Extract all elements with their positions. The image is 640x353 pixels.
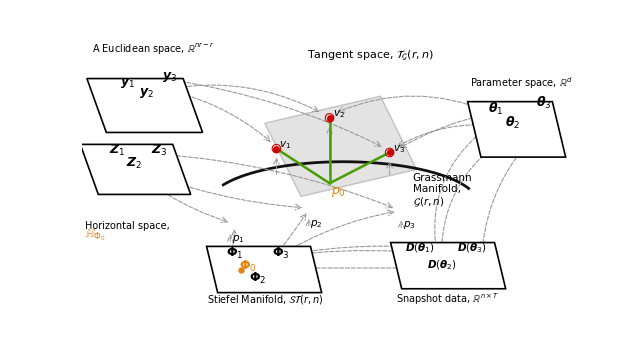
Text: $\boldsymbol{\theta}_3$: $\boldsymbol{\theta}_3$ <box>536 95 552 111</box>
Polygon shape <box>265 96 417 196</box>
Polygon shape <box>80 144 191 195</box>
Text: $\boldsymbol{Z}_2$: $\boldsymbol{Z}_2$ <box>126 156 142 171</box>
Text: $\boldsymbol{y}_3$: $\boldsymbol{y}_3$ <box>163 70 177 84</box>
Text: $\boldsymbol{\Phi}_1$: $\boldsymbol{\Phi}_1$ <box>227 246 244 261</box>
Text: $\boldsymbol{y}_2$: $\boldsymbol{y}_2$ <box>140 86 154 100</box>
Text: Grassmann
Manifold,
$\mathcal{G}(r,n)$: Grassmann Manifold, $\mathcal{G}(r,n)$ <box>413 173 472 209</box>
Polygon shape <box>87 79 203 132</box>
Text: $v_3$: $v_3$ <box>393 143 405 155</box>
Text: $\boldsymbol{D}(\boldsymbol{\theta}_1)$: $\boldsymbol{D}(\boldsymbol{\theta}_1)$ <box>405 241 435 255</box>
Polygon shape <box>390 243 506 289</box>
Text: Tangent space, $\mathcal{T}_{\mathcal{G}}(r, n)$: Tangent space, $\mathcal{T}_{\mathcal{G}… <box>307 48 434 62</box>
Text: $p_3$: $p_3$ <box>403 219 415 231</box>
Text: $p_2$: $p_2$ <box>310 217 323 229</box>
Text: $\boldsymbol{Z}_3$: $\boldsymbol{Z}_3$ <box>151 143 167 158</box>
Text: Snapshot data, $\mathbb{R}^{n\times T}$: Snapshot data, $\mathbb{R}^{n\times T}$ <box>396 291 499 307</box>
Polygon shape <box>207 246 322 293</box>
Text: $\boldsymbol{y}_1$: $\boldsymbol{y}_1$ <box>120 76 135 90</box>
Text: Stiefel Manifold, $\mathcal{ST}(r, n)$: Stiefel Manifold, $\mathcal{ST}(r, n)$ <box>207 293 324 306</box>
Text: $p_1$: $p_1$ <box>232 233 244 245</box>
Text: $\boldsymbol{D}(\boldsymbol{\theta}_3)$: $\boldsymbol{D}(\boldsymbol{\theta}_3)$ <box>456 241 486 255</box>
Text: $\boldsymbol{D}(\boldsymbol{\theta}_2)$: $\boldsymbol{D}(\boldsymbol{\theta}_2)$ <box>427 258 456 272</box>
Text: $\boldsymbol{\theta}_1$: $\boldsymbol{\theta}_1$ <box>488 101 504 117</box>
Text: $v_1$: $v_1$ <box>280 139 292 151</box>
Text: $v_2$: $v_2$ <box>333 108 344 120</box>
Polygon shape <box>468 102 566 157</box>
Text: $\boldsymbol{Z}_1$: $\boldsymbol{Z}_1$ <box>109 143 125 158</box>
Text: $\boldsymbol{\Phi}_3$: $\boldsymbol{\Phi}_3$ <box>272 246 289 261</box>
Text: $\boldsymbol{\Phi}_2$: $\boldsymbol{\Phi}_2$ <box>249 271 266 286</box>
Text: $\boldsymbol{\theta}_2$: $\boldsymbol{\theta}_2$ <box>505 115 520 131</box>
Text: $\mathbb{H}_{\Phi_0}$: $\mathbb{H}_{\Phi_0}$ <box>86 227 106 243</box>
Text: $\boldsymbol{\Phi}_0$: $\boldsymbol{\Phi}_0$ <box>239 259 257 274</box>
Text: Horizontal space,: Horizontal space, <box>86 221 170 231</box>
Text: $p_0$: $p_0$ <box>331 185 346 199</box>
Text: Parameter space, $\mathbb{R}^d$: Parameter space, $\mathbb{R}^d$ <box>470 75 572 91</box>
Text: A Euclidean space, $\mathbb{R}^{nr-r}$: A Euclidean space, $\mathbb{R}^{nr-r}$ <box>92 42 216 57</box>
